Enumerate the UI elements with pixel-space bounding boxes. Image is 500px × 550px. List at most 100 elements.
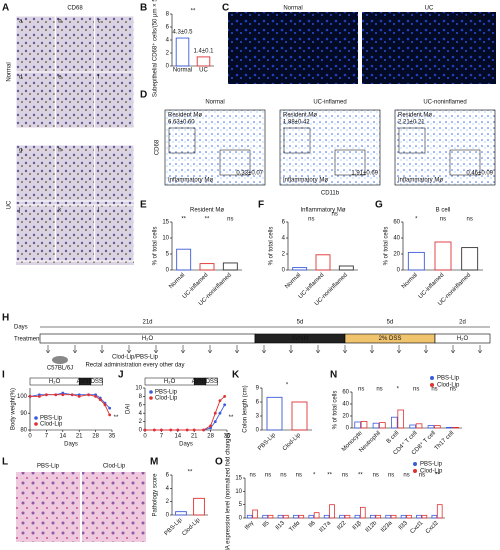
series-point (209, 426, 213, 430)
schematic-label: Treatment (14, 337, 41, 343)
phase-label: DSS (206, 379, 218, 385)
bar (313, 512, 320, 519)
series-point (98, 398, 102, 402)
fluorescence-normal (228, 12, 358, 84)
x-tick-label: Ifnγ (244, 520, 255, 531)
x-tick-label: Il5 (262, 520, 271, 529)
x-tick-label: Clod-Lip (282, 432, 303, 453)
legend-label: PBS-Lip (437, 376, 460, 382)
series-point (28, 395, 32, 398)
y-tick-label: 0 (166, 513, 170, 519)
stage-duration: 5d (297, 320, 304, 326)
bar (329, 504, 335, 519)
x-tick-label: PBS-Lip (164, 517, 184, 537)
legend-label: PBS-Lip (40, 416, 63, 422)
bar (385, 514, 392, 519)
image-label: PBS-Lip (37, 464, 60, 470)
x-tick-label: 28 (207, 434, 214, 440)
mouse-icon (52, 356, 68, 364)
series-point (223, 395, 227, 398)
y-tick-label: 80 (20, 428, 27, 434)
y-axis-label: Body weight(%) (11, 388, 17, 430)
bar (431, 514, 438, 519)
chart-title: Inflammatory Mø (300, 208, 345, 214)
schematic-label: Rectal administration every other day (85, 363, 184, 369)
x-tick-label: 0 (28, 434, 32, 440)
x-tick-label: 35 (109, 434, 116, 440)
series-point (218, 411, 222, 415)
significance: ns (250, 473, 256, 479)
legend-label: Clod-Lip (437, 383, 460, 389)
y-tick-label: 8 (166, 12, 170, 18)
series-point (176, 428, 180, 432)
y-tick-label: 0 (256, 428, 260, 434)
tile-label: a (19, 19, 23, 25)
tile-label: i (98, 148, 99, 154)
significance: ns (388, 473, 394, 479)
y-tick-label: 0 (166, 64, 170, 70)
panel-title: CD68 (67, 6, 83, 12)
series-point (209, 424, 213, 428)
y-tick-label: 20 (342, 414, 349, 420)
bar (436, 504, 443, 519)
x-tick-label: Th17 cell (434, 430, 455, 451)
flow-plot (279, 109, 381, 186)
panel-label: M (150, 457, 158, 468)
bar (379, 422, 386, 429)
y-tick-label: 3 (256, 414, 260, 420)
gate-value: 0.46±0.09 (466, 171, 493, 177)
x-tick-label: UC (199, 68, 208, 74)
y-axis-label: % of total cells (333, 391, 339, 430)
panel-label: A (2, 3, 9, 14)
bar (359, 506, 366, 519)
chart: 0 20 40 60% of total cells B cell NormalUC-in… (384, 208, 483, 307)
y-tick-label: 0 (139, 428, 143, 434)
y-tick-label: 4 (282, 236, 286, 242)
flow-plot (394, 109, 496, 186)
bar (409, 424, 416, 429)
y-tick-label: 6 (166, 25, 170, 31)
y-tick-label: 6 (282, 220, 286, 226)
gate-label: Resident Mø (398, 113, 432, 119)
gate (168, 127, 196, 154)
flow-title: UC-inflamed (313, 100, 346, 106)
legend-label: Clod-Lip (420, 469, 443, 475)
significance: ns (450, 387, 456, 393)
chart: 0 2 4 6 % of total cells Inflammatory Mø Norma… (269, 208, 358, 307)
y-tick-label: 0 (397, 268, 401, 274)
tile-label: f (98, 75, 100, 81)
y-tick-label: 10 (135, 386, 142, 392)
panel-label: I (2, 370, 5, 381)
bar (390, 514, 397, 519)
gate-label: Inflammatory Mø (168, 178, 213, 184)
injection-arrow (477, 345, 483, 354)
y-tick-label: 15 (235, 476, 242, 482)
significance: * (397, 387, 400, 393)
significance: * (415, 217, 418, 223)
y-tick-label: 40 (342, 402, 349, 408)
bar (176, 248, 192, 271)
phase-label: AVNM (77, 379, 94, 385)
injection-arrow (207, 345, 213, 354)
significance: ns (227, 217, 233, 223)
flow-title: Normal (205, 100, 224, 106)
tile-label: l (98, 208, 99, 214)
bar (246, 514, 253, 519)
y-tick-label: 4 (166, 38, 170, 44)
bar (315, 254, 331, 271)
schematic-label: C57BL/6J (47, 366, 73, 372)
y-tick-label: 0 (282, 268, 286, 274)
stage-box (434, 333, 491, 344)
significance: ** (327, 473, 332, 479)
stage-duration: 2d (459, 320, 466, 326)
stage-label: H₂O (142, 336, 154, 342)
x-axis-label: Days (64, 442, 78, 448)
significance: ns (440, 217, 446, 223)
flow-plot (164, 109, 266, 186)
y-axis-label: % of total cells (153, 227, 159, 266)
injection-arrow (99, 345, 105, 354)
gate (283, 127, 311, 154)
legend-marker (413, 462, 417, 466)
bar (339, 514, 345, 519)
